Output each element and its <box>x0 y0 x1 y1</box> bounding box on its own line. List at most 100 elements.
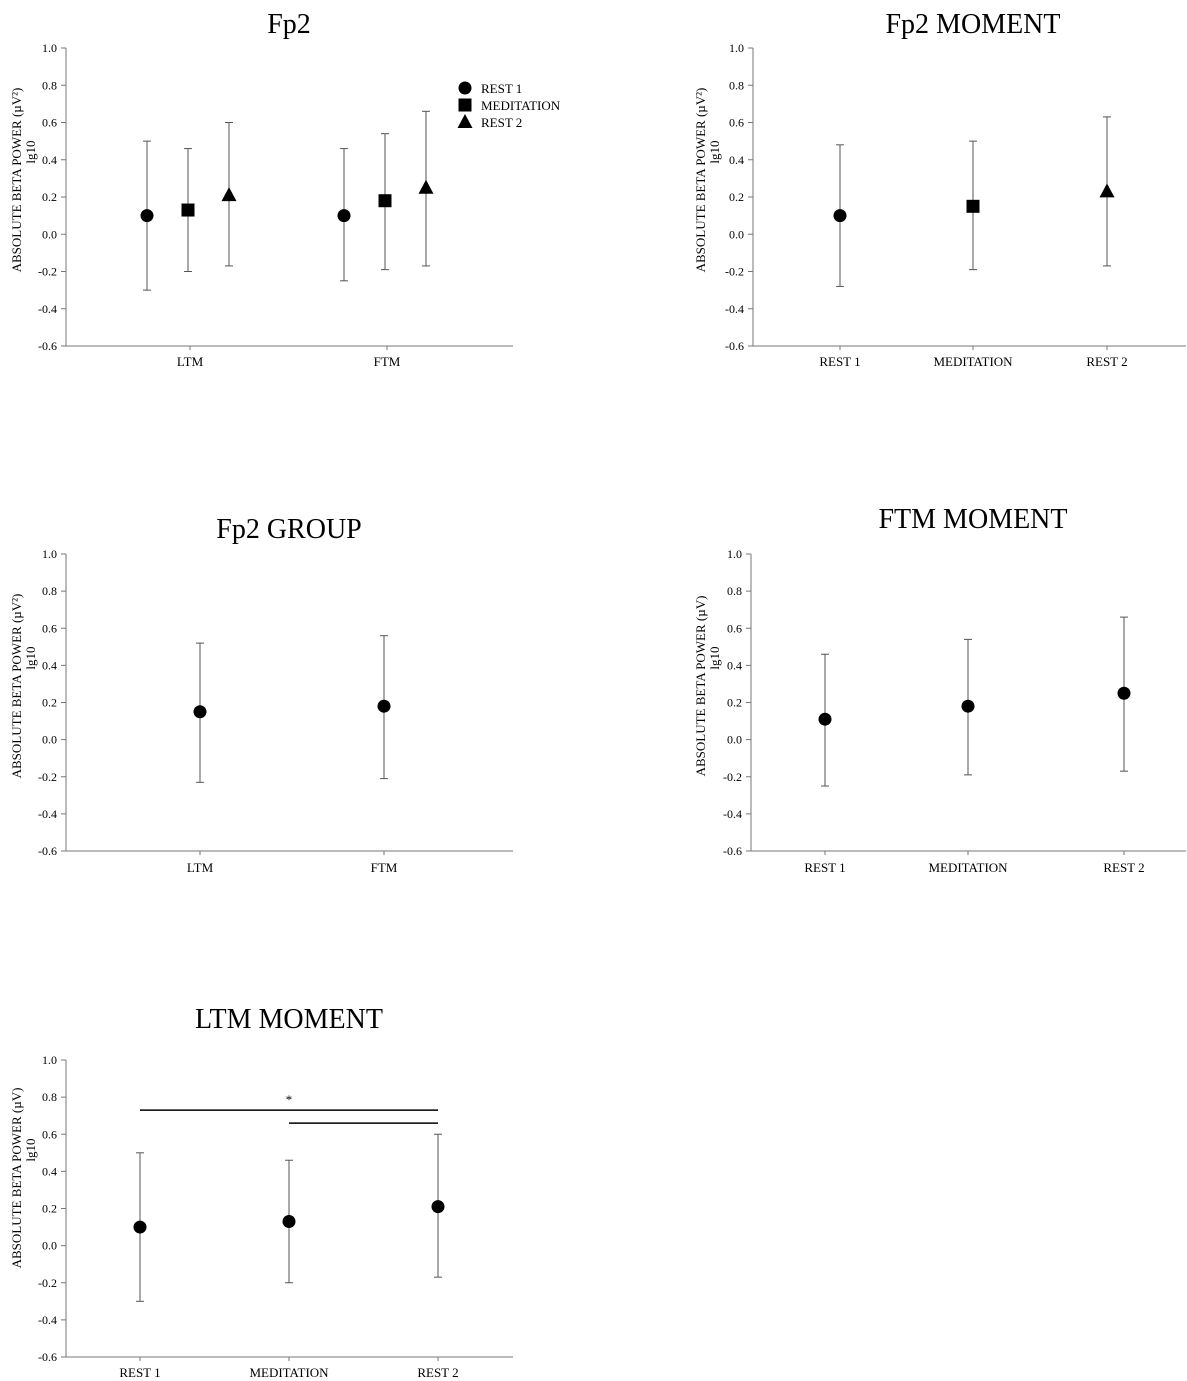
y-axis-label-sub: lg10 <box>707 646 722 669</box>
data-point <box>966 199 980 213</box>
data-point <box>282 1214 296 1228</box>
chart-title: Fp2 <box>267 9 311 40</box>
y-tick-label: 0.2 <box>42 1202 57 1216</box>
y-tick-label: -0.4 <box>723 807 742 821</box>
x-tick-label: REST 1 <box>804 860 845 875</box>
y-tick-label: 0.8 <box>729 78 744 92</box>
x-tick-label: REST 2 <box>1103 860 1144 875</box>
chart-ltm-moment: LTM MOMENT 1.0 0.8 0.6 0.4 0.2 0.0 -0.2 -0.4 -0.6… <box>9 1004 513 1380</box>
y-axis-label: ABSOLUTE BETA POWER (µV²) <box>693 88 708 273</box>
y-axis-label: ABSOLUTE BETA POWER (µV²) <box>9 594 24 779</box>
y-tick-label: 1.0 <box>42 41 57 55</box>
chart-title: FTM MOMENT <box>878 504 1067 535</box>
y-tick-label: -0.4 <box>38 302 57 316</box>
y-tick-label: -0.6 <box>725 339 744 353</box>
y-axis-label-group: ABSOLUTE BETA POWER (µV) lg10 <box>693 596 722 777</box>
x-tick-label: LTM <box>187 860 214 875</box>
chart-ftm-moment: FTM MOMENT 1.0 0.8 0.6 0.4 0.2 0.0 -0.2 -0.4 -0.6… <box>693 504 1186 875</box>
y-tick-label: 0.2 <box>42 190 57 204</box>
y-axis-label-group: ABSOLUTE BETA POWER (µV) lg10 <box>9 1088 38 1269</box>
y-tick-label: 0.0 <box>727 733 742 747</box>
y-axis-label: ABSOLUTE BETA POWER (µV²) <box>9 88 24 273</box>
data-point <box>1099 183 1115 198</box>
y-tick-label: -0.6 <box>723 844 742 858</box>
y-tick-label: 1.0 <box>42 547 57 561</box>
data-point <box>377 699 391 713</box>
x-tick-label: FTM <box>371 860 398 875</box>
y-axis-label-sub: lg10 <box>23 1138 38 1161</box>
chart-title: Fp2 MOMENT <box>885 9 1060 40</box>
y-tick-label: 0.6 <box>42 1127 57 1141</box>
y-tick-label: 0.0 <box>42 1239 57 1253</box>
x-tick-label: FTM <box>374 354 401 369</box>
data-point <box>1117 686 1131 700</box>
y-tick-label: 0.4 <box>42 658 57 672</box>
x-tick-label: REST 2 <box>417 1365 458 1380</box>
y-tick-label: 0.4 <box>729 153 744 167</box>
y-tick-label: 0.6 <box>42 621 57 635</box>
y-tick-label: 0.6 <box>42 116 57 130</box>
chart-fp2-group: Fp2 GROUP 1.0 0.8 0.6 0.4 0.2 0.0 -0.2 -0.4 -0.6 A… <box>9 514 513 875</box>
data-point <box>378 194 392 208</box>
data-point <box>221 187 237 202</box>
legend-marker <box>457 114 473 128</box>
y-tick-label: 0.0 <box>42 733 57 747</box>
data-point <box>193 705 207 719</box>
x-tick-label: MEDITATION <box>933 354 1013 369</box>
x-tick-label: MEDITATION <box>249 1365 329 1380</box>
y-tick-label: -0.2 <box>38 265 57 279</box>
y-tick-label: -0.4 <box>725 302 744 316</box>
y-tick-label: -0.6 <box>38 339 57 353</box>
y-tick-label: -0.2 <box>723 770 742 784</box>
x-tick-label: REST 2 <box>1086 354 1127 369</box>
chart-title: Fp2 GROUP <box>216 514 361 545</box>
y-axis-label-group: ABSOLUTE BETA POWER (µV²) lg10 <box>693 88 722 273</box>
y-axis-label: ABSOLUTE BETA POWER (µV) <box>693 596 708 777</box>
y-tick-label: 0.4 <box>42 1164 57 1178</box>
y-tick-label: 0.8 <box>42 78 57 92</box>
legend-label: REST 2 <box>481 115 522 130</box>
legend-label: MEDITATION <box>481 98 561 113</box>
legend-marker <box>458 98 472 112</box>
y-axis-label-sub: lg10 <box>23 646 38 669</box>
chart-title: LTM MOMENT <box>195 1004 383 1035</box>
y-tick-label: 1.0 <box>729 41 744 55</box>
chart-fp2: Fp2 1.0 0.8 0.6 0.4 0.2 0.0 -0.2 -0.4 -0.6 ABSOLUT… <box>9 9 561 369</box>
y-tick-label: 0.6 <box>729 116 744 130</box>
y-tick-label: 0.2 <box>727 696 742 710</box>
y-axis-label-group: ABSOLUTE BETA POWER (µV²) lg10 <box>9 594 38 779</box>
data-point <box>133 1220 147 1234</box>
legend-label: REST 1 <box>481 81 522 96</box>
data-point <box>337 209 351 223</box>
y-tick-label: -0.4 <box>38 807 57 821</box>
y-tick-label: -0.2 <box>38 770 57 784</box>
y-tick-label: -0.2 <box>725 265 744 279</box>
data-point <box>961 699 975 713</box>
y-tick-label: 0.0 <box>42 227 57 241</box>
y-tick-label: 0.4 <box>727 658 742 672</box>
y-tick-label: -0.6 <box>38 1350 57 1364</box>
legend-marker <box>458 81 472 95</box>
data-point <box>431 1200 445 1214</box>
data-point <box>140 209 154 223</box>
y-axis-label-sub: lg10 <box>707 140 722 163</box>
x-tick-label: MEDITATION <box>928 860 1008 875</box>
y-tick-label: 0.8 <box>42 1090 57 1104</box>
y-axis-label-group: ABSOLUTE BETA POWER (µV²) lg10 <box>9 88 38 273</box>
y-tick-label: 0.2 <box>729 190 744 204</box>
y-tick-label: -0.2 <box>38 1276 57 1290</box>
y-axis-label-sub: lg10 <box>23 140 38 163</box>
y-tick-label: 0.4 <box>42 153 57 167</box>
y-tick-label: 1.0 <box>42 1053 57 1067</box>
y-tick-label: 0.8 <box>42 584 57 598</box>
y-tick-label: 0.2 <box>42 696 57 710</box>
data-point <box>418 179 434 194</box>
y-tick-label: -0.6 <box>38 844 57 858</box>
data-point <box>181 203 195 217</box>
y-tick-label: 0.8 <box>727 584 742 598</box>
data-point <box>818 712 832 726</box>
data-point <box>833 209 847 223</box>
y-tick-label: 0.0 <box>729 227 744 241</box>
y-tick-label: 1.0 <box>727 547 742 561</box>
y-tick-label: 0.6 <box>727 621 742 635</box>
